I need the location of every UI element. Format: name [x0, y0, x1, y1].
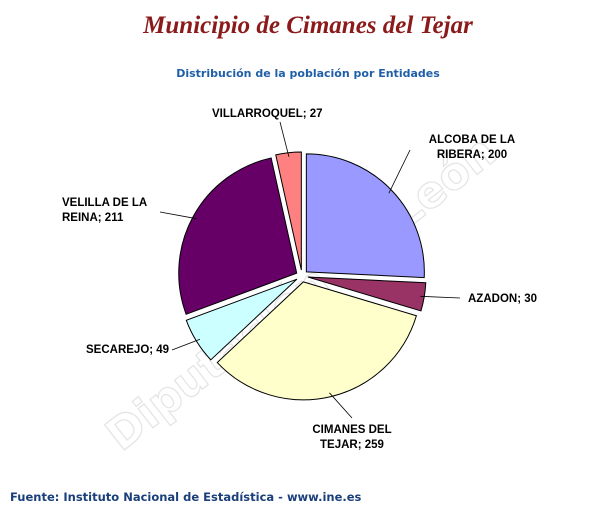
- page-title: Municipio de Cimanes del Tejar: [143, 12, 473, 39]
- leader-line-1: [420, 295, 461, 299]
- slice-label-5: VILLARROQUEL; 27: [212, 108, 323, 120]
- pie-slice-2: [216, 281, 418, 401]
- pie-slice-5: [275, 151, 302, 271]
- leader-line-5: [279, 121, 290, 157]
- source-note: Fuente: Instituto Nacional de Estadístic…: [10, 490, 362, 504]
- leader-line-3: [171, 338, 201, 351]
- chart-subtitle: Distribución de la población por Entidad…: [176, 67, 440, 80]
- pie-slice-1: [307, 276, 427, 312]
- leader-line-2: [329, 392, 353, 419]
- slice-label-3: SECAREJO; 49: [86, 344, 169, 356]
- leader-line-0: [388, 149, 411, 194]
- slice-label-0: ALCOBA DE LA RIBERA; 200: [429, 134, 515, 161]
- pie-slice-4: [178, 157, 298, 315]
- pie-slice-3: [185, 278, 298, 361]
- slice-label-2: CIMANES DEL TEJAR; 259: [312, 424, 391, 451]
- leader-line-4: [159, 211, 197, 220]
- slice-label-4: VELILLA DE LA REINA; 211: [62, 197, 147, 224]
- slice-label-1: AZADON; 30: [468, 293, 537, 305]
- pie-slice-0: [305, 153, 425, 279]
